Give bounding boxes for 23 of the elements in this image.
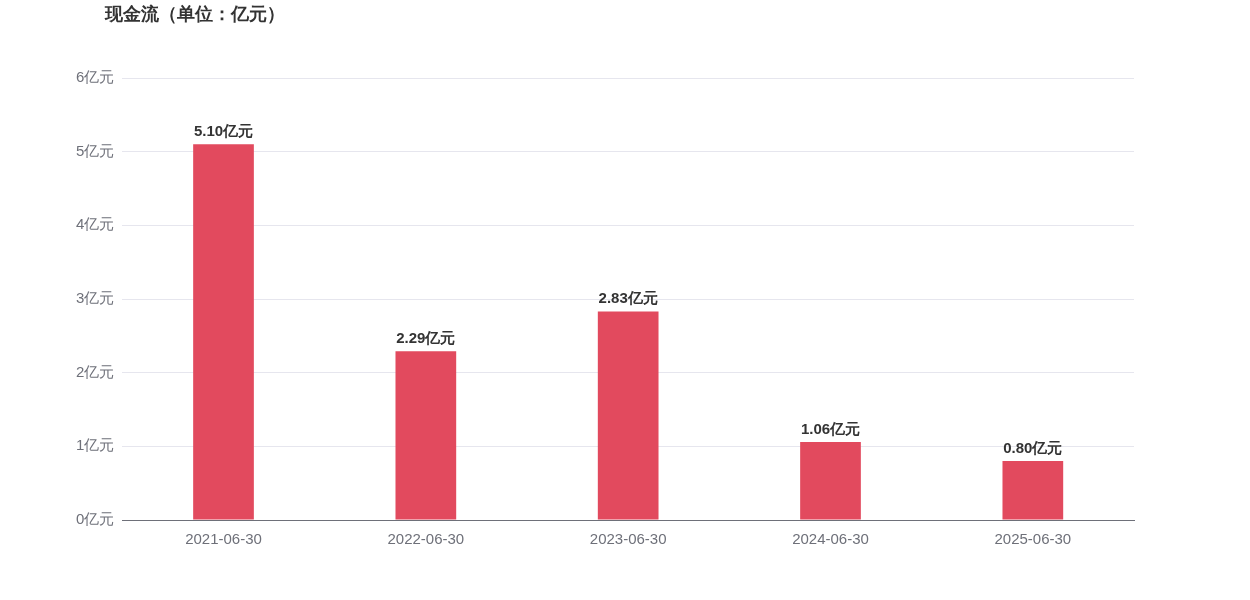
data-label: 5.10亿元 (193, 121, 254, 139)
y-tick-label: 5亿元 (76, 141, 115, 159)
y-tick-label: 2亿元 (76, 362, 115, 380)
bar (193, 144, 254, 520)
bar (597, 311, 659, 520)
bar (1002, 461, 1064, 520)
y-tick-label: 0亿元 (76, 510, 115, 528)
y-tick-label: 1亿元 (76, 436, 115, 454)
data-label: 2.29亿元 (396, 328, 456, 346)
y-tick-label: 4亿元 (76, 215, 115, 233)
x-tick-label: 2023-06-30 (589, 530, 667, 548)
x-tick-label: 2025-06-30 (994, 530, 1072, 548)
data-label: 2.83亿元 (598, 289, 658, 307)
x-tick-label: 2021-06-30 (185, 530, 262, 548)
chart-title: 现金流（单位：亿元） (105, 3, 285, 26)
y-tick-label: 3亿元 (76, 289, 115, 307)
x-tick-label: 2024-06-30 (792, 530, 869, 548)
x-tick-label: 2022-06-30 (387, 530, 465, 548)
data-label: 1.06亿元 (800, 419, 861, 437)
y-tick-label: 6亿元 (76, 68, 115, 86)
bar (395, 351, 457, 520)
data-label: 0.80亿元 (1003, 438, 1063, 456)
bar (800, 441, 861, 520)
